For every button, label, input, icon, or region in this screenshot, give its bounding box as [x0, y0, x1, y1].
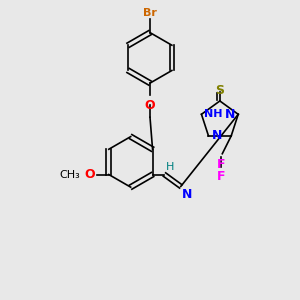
Text: O: O [85, 168, 95, 181]
Text: NH: NH [204, 109, 223, 119]
Text: F: F [217, 158, 225, 171]
Text: S: S [215, 83, 224, 97]
Text: CH₃: CH₃ [60, 169, 81, 179]
Text: N: N [212, 129, 222, 142]
Text: N: N [182, 188, 193, 201]
Text: F: F [217, 170, 225, 183]
Text: O: O [145, 100, 155, 112]
Text: N: N [225, 108, 235, 121]
Text: Br: Br [143, 8, 157, 18]
Text: H: H [166, 161, 174, 172]
